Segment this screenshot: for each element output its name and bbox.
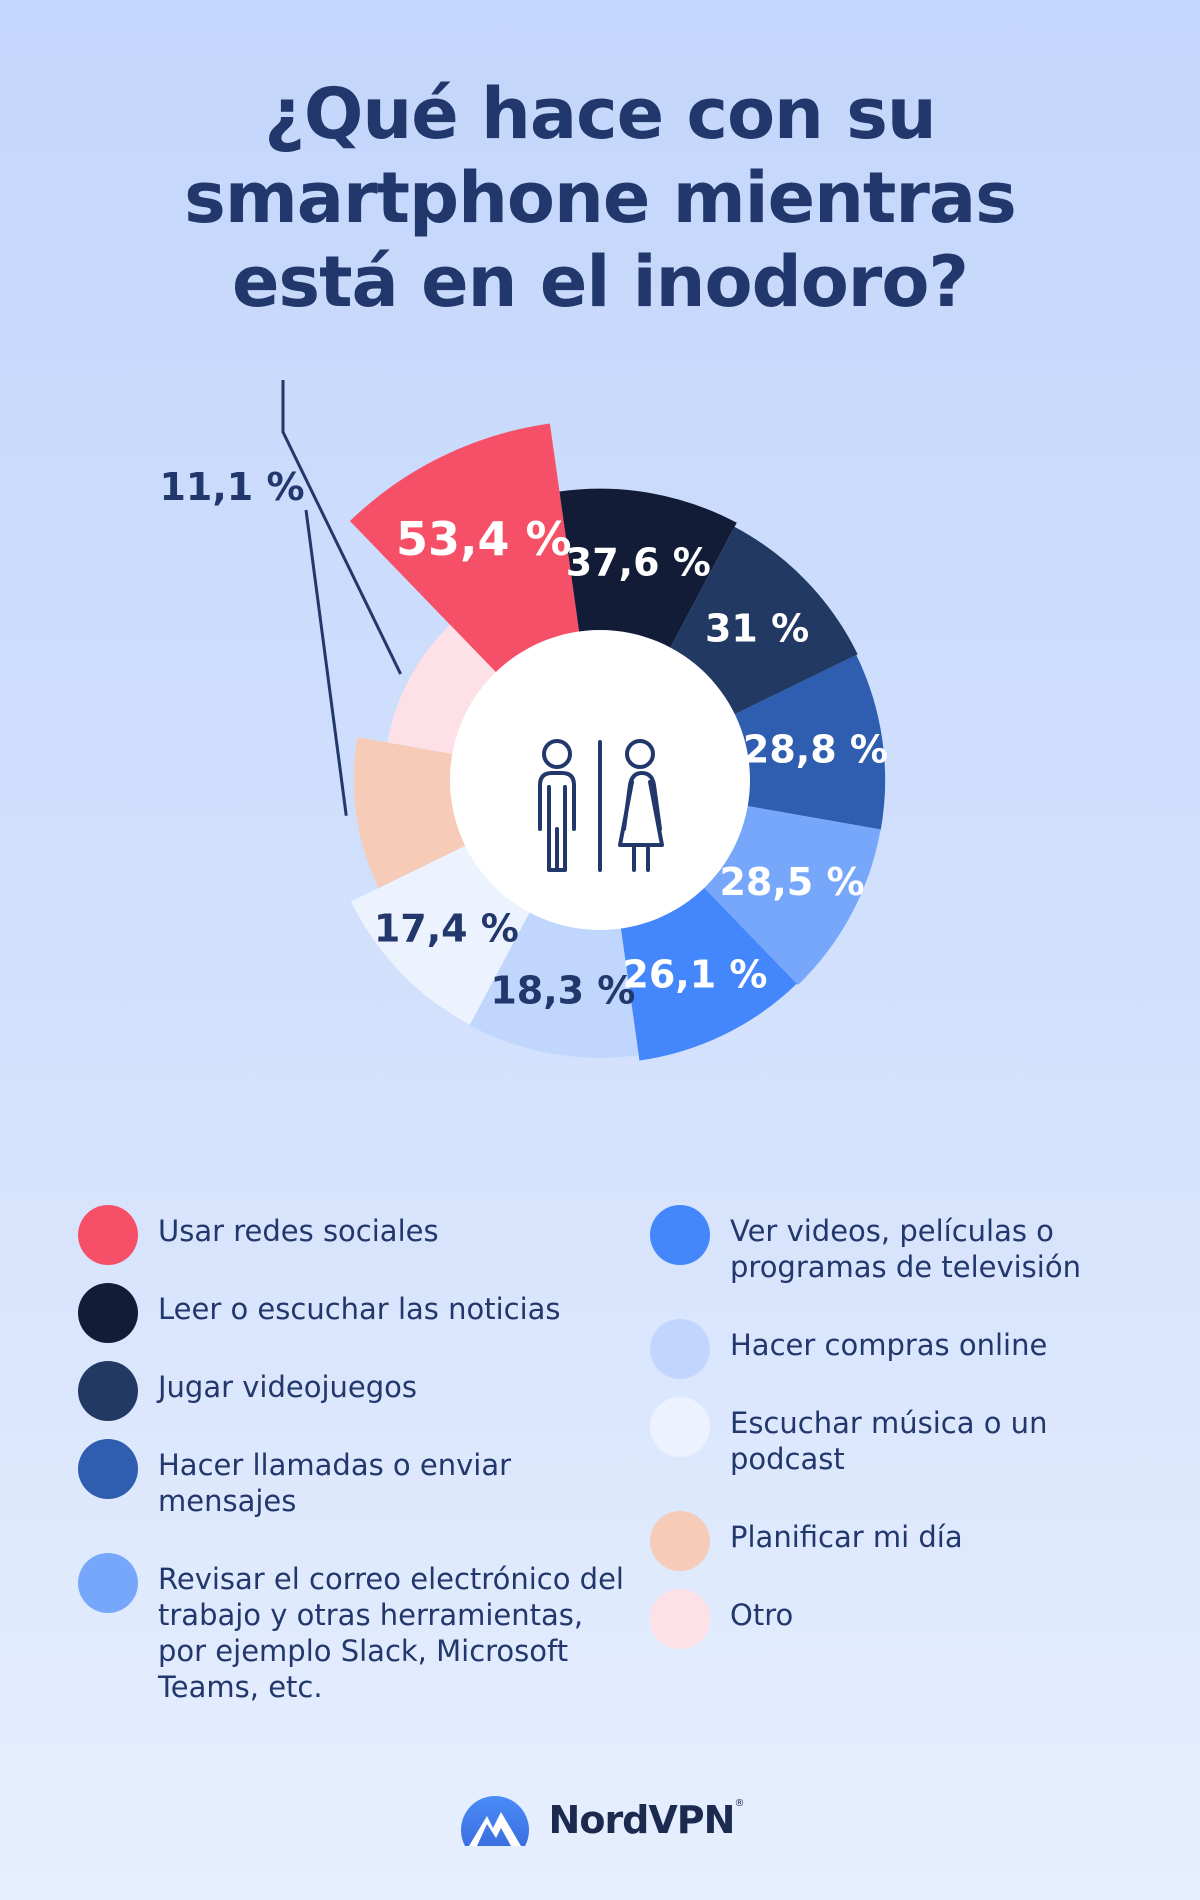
legend-label: Escuchar música o un podcast [730,1406,1048,1476]
legend-swatch [78,1283,138,1343]
legend-right: Ver videos, películas o programas de tel… [650,1205,1170,1667]
restroom-icon [538,739,664,872]
brand-text: NordVPN [548,1798,736,1842]
legend-item-email: Revisar el correo electrónico del trabaj… [78,1553,638,1713]
brand-name: NordVPN® [548,1798,745,1842]
legend-item-shopping: Hacer compras online [650,1319,1170,1397]
value-label: 28,8 % [743,728,888,772]
value-label: 26,1 % [622,953,767,997]
legend-item-other: Otro [650,1589,1170,1667]
legend-swatch [78,1205,138,1265]
value-label: 37,6 % [566,541,711,585]
legend-item-social: Usar redes sociales [78,1205,638,1283]
registered-mark: ® [734,1798,744,1809]
leader-line [304,509,348,816]
legend-item-videos: Ver videos, películas o programas de tel… [650,1205,1170,1319]
legend-label: Revisar el correo electrónico del trabaj… [158,1562,624,1704]
legend-label: Hacer compras online [730,1328,1048,1362]
title-line-3: está en el inodoro? [231,241,969,323]
title-line-2: smartphone mientras [184,157,1017,239]
leader-lines [281,380,402,816]
legend-swatch [78,1361,138,1421]
leader-line [281,380,402,675]
legend-left: Usar redes sociales Leer o escuchar las … [78,1205,638,1713]
legend-swatch [650,1319,710,1379]
chart-title: ¿Qué hace con su smartphone mientras est… [0,72,1200,324]
value-label: 11,1 % [159,465,304,509]
legend-swatch [650,1511,710,1571]
value-label: 53,4 % [396,512,572,566]
value-label: 31 % [705,606,809,650]
legend-swatch [650,1397,710,1457]
legend-item-plan: Planificar mi día [650,1511,1170,1589]
legend-label: Jugar videojuegos [158,1370,418,1404]
pie-chart: 53,4 %37,6 % 31 % 28,8 % 28,5 % 26,1 %18,3 %… [159,380,888,1061]
nordvpn-mountain-logo-icon [460,1796,529,1846]
footer-brand: NordVPN® [0,1790,1200,1850]
legend-swatch [650,1589,710,1649]
value-labels: 53,4 %37,6 % 31 % 28,8 % 28,5 % 26,1 %18,3 %… [159,465,888,1013]
legend-label: Ver videos, películas o programas de tel… [730,1214,1081,1284]
legend-label: Otro [730,1598,794,1632]
legend-item-games: Jugar videojuegos [78,1361,638,1439]
value-label: 17,4 % [374,906,519,950]
legend-swatch [78,1553,138,1613]
value-label: 28,5 % [719,860,864,904]
title-line-1: ¿Qué hace con su [264,73,937,155]
legend-item-music: Escuchar música o un podcast [650,1397,1170,1511]
legend-swatch [650,1205,710,1265]
legend-item-calls: Hacer llamadas o enviar mensajes [78,1439,638,1553]
value-label: 18,3 % [490,969,635,1013]
legend-item-news: Leer o escuchar las noticias [78,1283,638,1361]
legend-label: Usar redes sociales [158,1214,439,1248]
legend-swatch [78,1439,138,1499]
legend-label: Planificar mi día [730,1520,963,1554]
legend-label: Leer o escuchar las noticias [158,1292,561,1326]
legend-label: Hacer llamadas o enviar mensajes [158,1448,512,1518]
